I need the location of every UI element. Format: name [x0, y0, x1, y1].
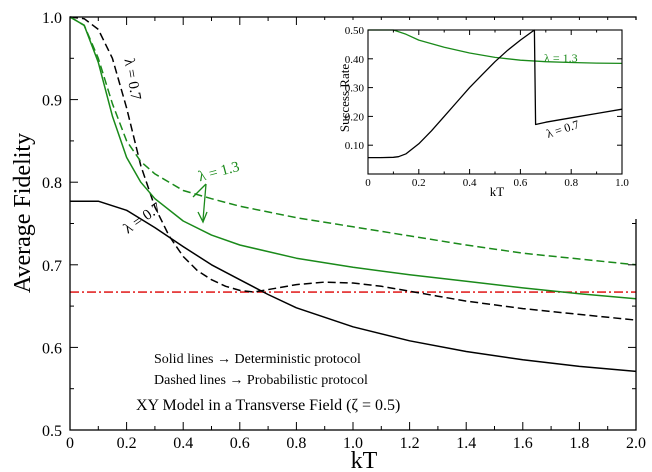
y-tick-label: 0.8 [42, 175, 62, 192]
x-tick-label: 0.6 [230, 435, 250, 452]
label-lambda-07-solid: λ = 0.7 [121, 200, 165, 237]
series-line-2 [69, 16, 637, 300]
x-tick-label: 0.4 [173, 435, 193, 452]
series-line-0 [70, 200, 637, 373]
x-tick-label: 0.4 [463, 177, 477, 189]
main-y-axis-label: Average Fidelity [10, 133, 36, 293]
inset-y-axis-label: Success Rate [337, 64, 352, 132]
x-tick-label: 2.0 [626, 435, 646, 452]
model-note: XY Model in a Transverse Field (ζ = 0.5) [136, 397, 400, 414]
x-tick-label: 0.2 [412, 177, 426, 189]
legend-dashed-note: Dashed lines → Probabilistic protocol [154, 373, 368, 388]
main-curves [69, 16, 637, 373]
inset-x-axis-label: kT [490, 184, 505, 199]
label-lambda-07-dashed: λ = 0.7 [120, 57, 143, 102]
y-tick-label: 0.6 [42, 340, 62, 357]
y-tick-label: 0.10 [345, 140, 365, 152]
inset-background [308, 20, 642, 219]
y-tick-label: 0.40 [345, 54, 365, 66]
x-tick-label: 0 [365, 177, 371, 189]
inset-label-lambda-13: λ = 1.3 [544, 51, 578, 65]
x-tick-label: 0 [66, 435, 74, 452]
x-tick-label: 0.8 [564, 177, 578, 189]
series-line-1 [69, 16, 637, 321]
x-tick-label: 0.6 [514, 177, 528, 189]
x-tick-label: 1.0 [615, 177, 629, 189]
x-tick-label: 1.2 [400, 435, 420, 452]
y-tick-label: 0.50 [345, 25, 365, 37]
x-tick-label: 0.2 [117, 435, 137, 452]
series-line-3 [69, 16, 637, 266]
main-ticks: 0 0.2 0.4 0.6 0.8 1.0 1.2 1.4 1.6 1.8 2.0 0.5 0.6 0.7… [42, 10, 646, 452]
x-tick-label: 1.6 [513, 435, 533, 452]
y-tick-label: 0.9 [42, 93, 62, 110]
y-tick-label: 0.30 [345, 83, 365, 95]
x-tick-label: 0.8 [286, 435, 306, 452]
series-line-1 [368, 29, 623, 159]
series-line-0 [368, 29, 623, 65]
main-x-axis-label: kT [351, 448, 378, 472]
y-tick-label: 1.0 [42, 10, 62, 27]
label-lambda-13-arrows [192, 183, 208, 224]
x-tick-label: 1.4 [456, 435, 476, 452]
x-tick-label: 1.0 [343, 435, 363, 452]
legend-solid-note: Solid lines → Deterministic protocol [154, 352, 361, 367]
inset-curves [368, 29, 623, 159]
y-tick-label: 0.7 [42, 258, 62, 275]
label-lambda-13: λ = 1.3 [197, 159, 242, 185]
y-tick-label: 0.5 [42, 423, 62, 440]
inset-ticks: 0 0.2 0.4 0.6 0.8 1.0 0.10 0.20 0.30 0.40 0.50 [345, 25, 630, 189]
x-tick-label: 1.8 [569, 435, 589, 452]
y-tick-label: 0.20 [345, 111, 365, 123]
